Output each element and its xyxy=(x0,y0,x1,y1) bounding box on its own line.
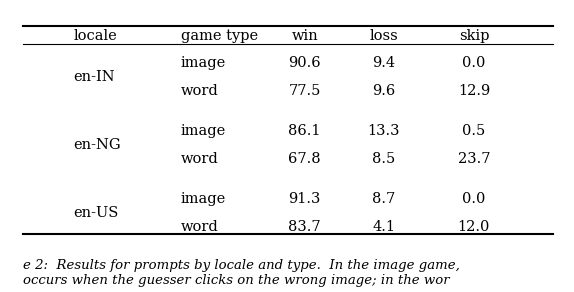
Text: 12.0: 12.0 xyxy=(457,220,490,234)
Text: 67.8: 67.8 xyxy=(288,152,321,166)
Text: 86.1: 86.1 xyxy=(288,124,321,138)
Text: 0.5: 0.5 xyxy=(462,124,486,138)
Text: 90.6: 90.6 xyxy=(288,55,321,69)
Text: word: word xyxy=(181,220,218,234)
Text: 77.5: 77.5 xyxy=(289,84,321,98)
Text: 0.0: 0.0 xyxy=(462,192,486,206)
Text: locale: locale xyxy=(73,29,117,43)
Text: win: win xyxy=(291,29,318,43)
Text: word: word xyxy=(181,84,218,98)
Text: en-NG: en-NG xyxy=(73,138,121,152)
Text: loss: loss xyxy=(369,29,398,43)
Text: image: image xyxy=(181,192,226,206)
Text: 9.4: 9.4 xyxy=(372,55,395,69)
Text: 4.1: 4.1 xyxy=(372,220,395,234)
Text: 12.9: 12.9 xyxy=(458,84,490,98)
Text: image: image xyxy=(181,124,226,138)
Text: word: word xyxy=(181,152,218,166)
Text: 8.5: 8.5 xyxy=(372,152,395,166)
Text: 23.7: 23.7 xyxy=(457,152,490,166)
Text: skip: skip xyxy=(459,29,489,43)
Text: 13.3: 13.3 xyxy=(367,124,400,138)
Text: en-IN: en-IN xyxy=(73,70,115,84)
Text: 9.6: 9.6 xyxy=(372,84,395,98)
Text: e 2:  Results for prompts by locale and type.  In the image game,
occurs when th: e 2: Results for prompts by locale and t… xyxy=(22,259,459,287)
Text: 91.3: 91.3 xyxy=(289,192,321,206)
Text: 8.7: 8.7 xyxy=(372,192,395,206)
Text: en-US: en-US xyxy=(73,206,119,220)
Text: image: image xyxy=(181,55,226,69)
Text: 0.0: 0.0 xyxy=(462,55,486,69)
Text: game type: game type xyxy=(181,29,258,43)
Text: 83.7: 83.7 xyxy=(288,220,321,234)
